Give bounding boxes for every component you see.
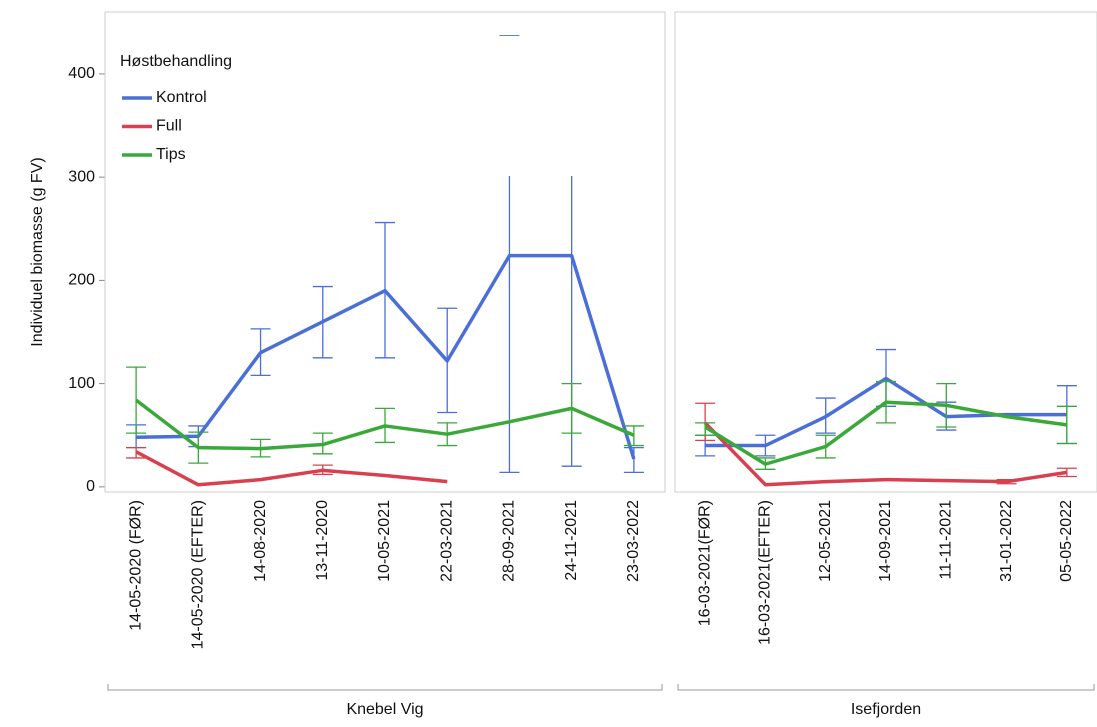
error-bar	[126, 366, 147, 434]
error-bar	[623, 425, 644, 447]
x-tick-label: 16-03-2021(EFTER)	[757, 500, 774, 645]
x-tick-label: 05-05-2022	[1058, 500, 1075, 582]
x-tick-label: 12-05-2021	[817, 500, 834, 582]
series-line	[705, 376, 1067, 448]
x-tick-label: 14-09-2021	[877, 500, 894, 582]
x-tick-label: 23-03-2022	[625, 500, 642, 582]
error-bar	[695, 422, 716, 436]
x-tick-label: 13-11-2020	[314, 500, 331, 581]
panel-frame	[674, 11, 1097, 493]
x-tick-label: 14-05-2020 (FØR)	[127, 500, 144, 631]
x-tick-label: 16-03-2021(FØR)	[696, 500, 713, 626]
series-line	[135, 398, 635, 451]
y-axis-label: Individuel biomasse (g FV)	[29, 157, 46, 346]
x-tick-label: 11-11-2021	[938, 500, 955, 580]
panel-frame	[104, 11, 666, 493]
group-bracket	[677, 684, 1095, 691]
y-tick-label: 200	[68, 272, 95, 289]
x-tick-label: 31-01-2022	[998, 500, 1015, 582]
group-label: Isefjorden	[851, 701, 921, 718]
group-label: Knebel Vig	[346, 701, 423, 718]
y-tick-label: 100	[68, 375, 95, 392]
y-tick-label: 300	[68, 168, 95, 185]
y-tick-label: 0	[86, 478, 95, 495]
legend-label: Tips	[156, 146, 186, 163]
x-tick-label: 22-03-2021	[438, 500, 455, 582]
x-tick-label: 14-05-2020 (EFTER)	[190, 500, 207, 649]
legend-label: Full	[156, 118, 182, 135]
error-bar	[623, 446, 644, 474]
series-line	[136, 253, 636, 460]
legend-label: Kontrol	[156, 89, 207, 106]
series-line	[704, 400, 1068, 466]
legend-box	[108, 36, 660, 176]
y-tick-label: 400	[68, 65, 95, 82]
legend-title: Høstbehandling	[120, 53, 232, 70]
x-tick-label: 28-09-2021	[501, 500, 518, 582]
x-tick-label: 24-11-2021	[563, 500, 580, 581]
series-line	[135, 450, 448, 487]
error-bar	[1056, 467, 1077, 478]
series-line	[703, 421, 1068, 487]
x-tick-label: 14-08-2020	[252, 500, 269, 582]
group-bracket	[107, 684, 663, 691]
error-bar	[1056, 405, 1077, 445]
x-tick-label: 10-05-2021	[376, 500, 393, 582]
